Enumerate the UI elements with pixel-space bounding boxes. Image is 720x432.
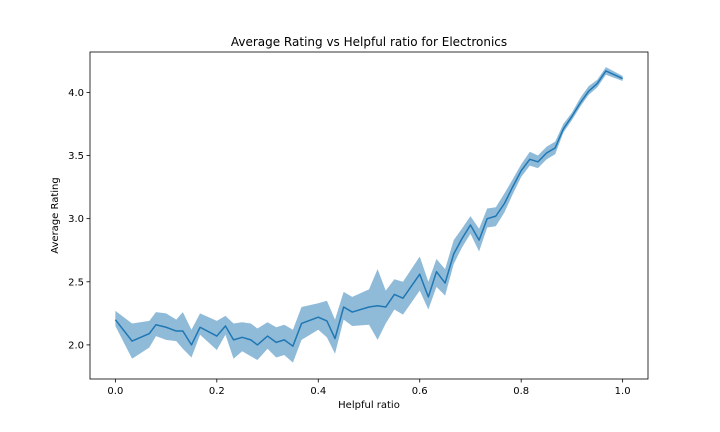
data-point [435,271,437,273]
data-point [402,297,404,299]
axes-frame [89,51,649,380]
data-point [554,147,556,149]
data-point [199,326,201,328]
data-point [588,90,590,92]
data-point [478,239,480,241]
data-point [486,218,488,220]
data-point [292,345,294,347]
data-point [605,70,607,72]
data-point [596,83,598,85]
data-point [512,186,514,188]
x-tick-label: 0.6 [412,386,428,397]
data-point [520,170,522,172]
data-point [529,158,531,160]
confidence-band-0 [115,67,623,363]
data-point [256,344,258,346]
data-point [503,203,505,205]
data-point [385,306,387,308]
y-axis-label: Average Rating [50,177,61,253]
x-tick-label: 0.0 [107,386,123,397]
y-tick-label: 2.5 [68,277,84,288]
data-point [393,293,395,295]
data-point [165,326,167,328]
data-point [343,306,345,308]
data-point [571,115,573,117]
data-point [351,311,353,313]
data-point [368,306,370,308]
y-tick-label: 2.0 [68,340,84,351]
data-point [275,341,277,343]
data-point [216,335,218,337]
x-tick-label: 1.0 [615,386,631,397]
data-point [224,325,226,327]
data-point [562,128,564,130]
data-point [377,305,379,307]
data-point [175,330,177,332]
data-point [182,330,184,332]
series-line-0 [114,70,623,347]
data-point [233,339,235,341]
data-point [495,215,497,217]
x-axis-label: Helpful ratio [338,400,400,411]
x-tick-label: 0.2 [209,386,225,397]
data-point [537,161,539,163]
y-tick-label: 4.0 [68,88,84,99]
data-point [453,253,455,255]
data-point [326,320,328,322]
data-point [546,152,548,154]
data-point [155,324,157,326]
data-point [622,78,624,80]
data-point [131,340,133,342]
data-point [148,333,150,335]
y-tick-label: 3.0 [68,214,84,225]
data-point [444,282,446,284]
data-point [419,273,421,275]
data-point [250,339,252,341]
chart-title: Average Rating vs Helpful ratio for Elec… [231,35,507,49]
plot-area: 0.0 0.2 0.4 0.6 0.8 1.0 2.0 2.5 3.0 3.5 4.0 [68,51,649,397]
data-point [267,335,269,337]
y-tick-label: 3.5 [68,151,84,162]
data-point [317,316,319,318]
x-tick-label: 0.4 [310,386,326,397]
data-point [427,296,429,298]
data-point [190,344,192,346]
data-point [334,338,336,340]
data-point [301,322,303,324]
data-point [461,238,463,240]
data-point [114,319,116,321]
data-point [469,224,471,226]
x-tick-label: 0.8 [513,386,529,397]
data-point [283,339,285,341]
data-point [580,102,582,104]
data-point [241,336,243,338]
